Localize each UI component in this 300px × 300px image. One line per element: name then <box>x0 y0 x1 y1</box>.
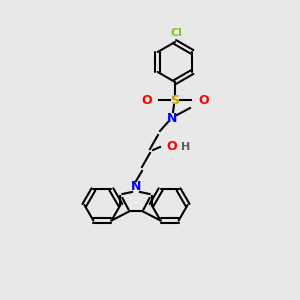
Text: N: N <box>131 181 141 194</box>
Text: N: N <box>167 112 177 124</box>
Text: Cl: Cl <box>170 28 182 38</box>
Text: H: H <box>181 142 190 152</box>
Text: S: S <box>170 94 179 106</box>
Text: O: O <box>141 94 152 106</box>
Text: O: O <box>167 140 177 154</box>
Text: O: O <box>198 94 208 106</box>
